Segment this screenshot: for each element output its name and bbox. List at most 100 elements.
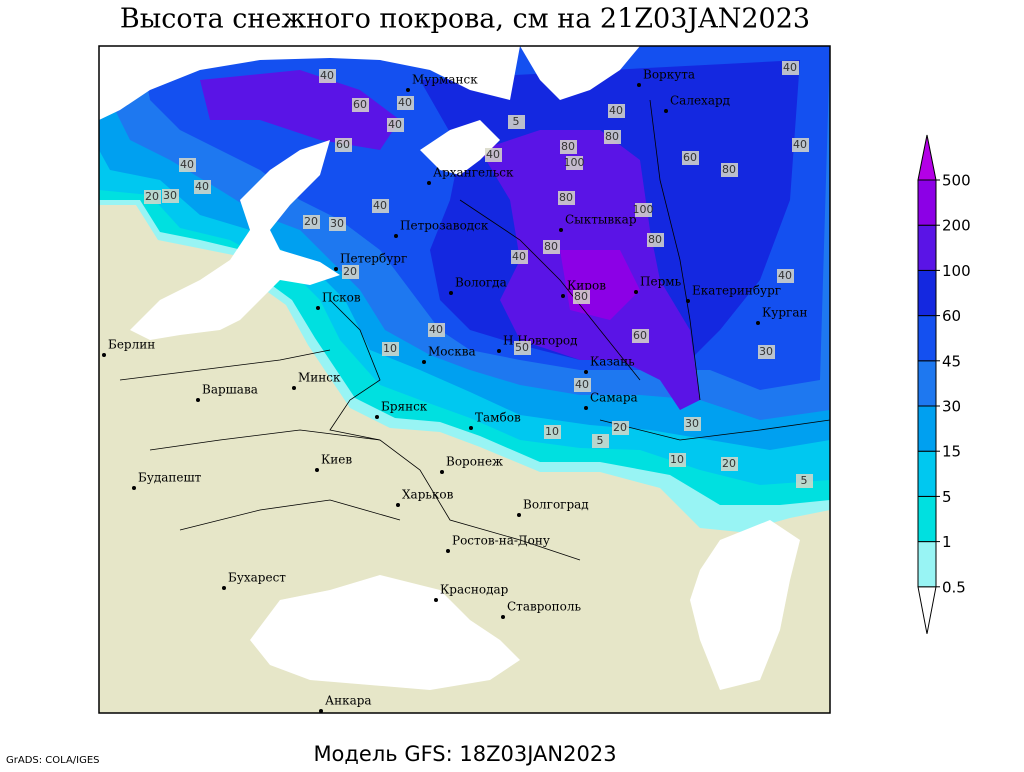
contour-label: 30 — [163, 189, 177, 202]
contour-label-box — [543, 240, 560, 254]
contour-label-box — [335, 138, 352, 152]
city-label: Харьков — [402, 488, 454, 502]
city-label: Архангельск — [433, 166, 514, 180]
city-dot — [584, 406, 588, 410]
city-label: Воркута — [643, 68, 695, 82]
city-label: Воронеж — [446, 455, 503, 469]
contour-label: 40 — [793, 138, 807, 151]
city-dot — [375, 415, 379, 419]
contour-label-box — [508, 115, 525, 129]
legend-top-triangle — [917, 134, 937, 181]
contour-label-box — [669, 453, 686, 467]
contour-label: 40 — [195, 180, 209, 193]
legend-label: 200 — [942, 217, 971, 235]
contour-label-box — [758, 345, 775, 359]
contour-label: 40 — [180, 158, 194, 171]
legend-swatch — [917, 179, 937, 226]
contour-label-box — [647, 233, 664, 247]
contour-label: 80 — [561, 140, 575, 153]
contour-label: 40 — [486, 148, 500, 161]
city-label: Брянск — [381, 400, 428, 414]
contour-label: 20 — [343, 265, 357, 278]
contour-label: 100 — [633, 203, 654, 216]
contour-label: 80 — [574, 290, 588, 303]
contour-label-box — [428, 323, 445, 337]
contour-label: 10 — [545, 425, 559, 438]
contour-label: 5 — [801, 474, 808, 487]
city-label: Берлин — [108, 338, 155, 352]
city-label: Москва — [428, 345, 476, 359]
legend-swatch — [917, 450, 937, 497]
city-label: Казань — [590, 355, 635, 369]
contour-label-box — [397, 96, 414, 110]
contour-label-box — [179, 158, 196, 172]
contour-label-box — [592, 434, 609, 448]
contour-label: 40 — [609, 104, 623, 117]
contour-label: 100 — [564, 156, 585, 169]
city-label: Петербург — [340, 252, 407, 266]
city-dot — [501, 615, 505, 619]
contour-label-box — [608, 104, 625, 118]
city-dot — [406, 88, 410, 92]
city-dot — [319, 709, 323, 713]
contour-label-box — [777, 269, 794, 283]
contour-label-box — [558, 191, 575, 205]
city-dot — [584, 370, 588, 374]
contour-label-box — [485, 148, 502, 162]
city-dot — [316, 306, 320, 310]
city-label: Будапешт — [138, 471, 202, 485]
city-label: Мурманск — [412, 73, 478, 87]
city-label: Курган — [762, 306, 807, 320]
city-dot — [446, 549, 450, 553]
city-dot — [132, 486, 136, 490]
contour-label: 40 — [778, 269, 792, 282]
legend-swatch — [917, 495, 937, 543]
contour-label-box — [352, 98, 369, 112]
contour-label: 80 — [605, 130, 619, 143]
city-dot — [559, 228, 563, 232]
contour-label: 10 — [670, 453, 684, 466]
contour-label: 20 — [722, 457, 736, 470]
contour-label: 40 — [398, 96, 412, 109]
contour-label-box — [796, 474, 813, 488]
legend-label: 100 — [942, 262, 971, 280]
contour-label: 20 — [304, 215, 318, 228]
city-dot — [664, 109, 668, 113]
contour-label: 80 — [544, 240, 558, 253]
city-label: Ростов-на-Дону — [452, 534, 550, 548]
contour-label: 40 — [429, 323, 443, 336]
contour-label-box — [387, 118, 404, 132]
city-dot — [196, 398, 200, 402]
contour-label: 20 — [145, 190, 159, 203]
contour-label-box — [635, 203, 652, 217]
contour-label-box — [514, 341, 531, 355]
city-label: Вологда — [455, 276, 507, 290]
contour-label-box — [511, 250, 528, 264]
contour-label-box — [144, 190, 161, 204]
legend-swatch — [917, 269, 937, 317]
city-label: Псков — [322, 291, 361, 305]
contour-label-box — [604, 130, 621, 144]
contour-label-box — [573, 290, 590, 304]
contour-label: 60 — [336, 138, 350, 151]
city-dot — [686, 299, 690, 303]
contour-label: 5 — [597, 434, 604, 447]
credit: GrADS: COLA/IGES — [6, 755, 100, 766]
city-label: Салехард — [670, 94, 730, 108]
city-dot — [561, 294, 565, 298]
legend-label: 30 — [942, 398, 961, 416]
city-label: Екатеринбург — [692, 284, 781, 298]
contour-label: 40 — [320, 69, 334, 82]
city-dot — [102, 353, 106, 357]
legend-label: 60 — [942, 307, 961, 325]
footer: Модель GFS: 18Z03JAN2023 — [313, 742, 616, 766]
city-label: Пермь — [640, 275, 682, 289]
city-dot — [434, 598, 438, 602]
city-layer: Мурманск Воркута Салехард Архангельск Сыктыв… — [102, 68, 807, 713]
city-label: Киев — [321, 453, 352, 467]
legend-swatch — [917, 405, 937, 452]
contour-label: 5 — [513, 115, 520, 128]
